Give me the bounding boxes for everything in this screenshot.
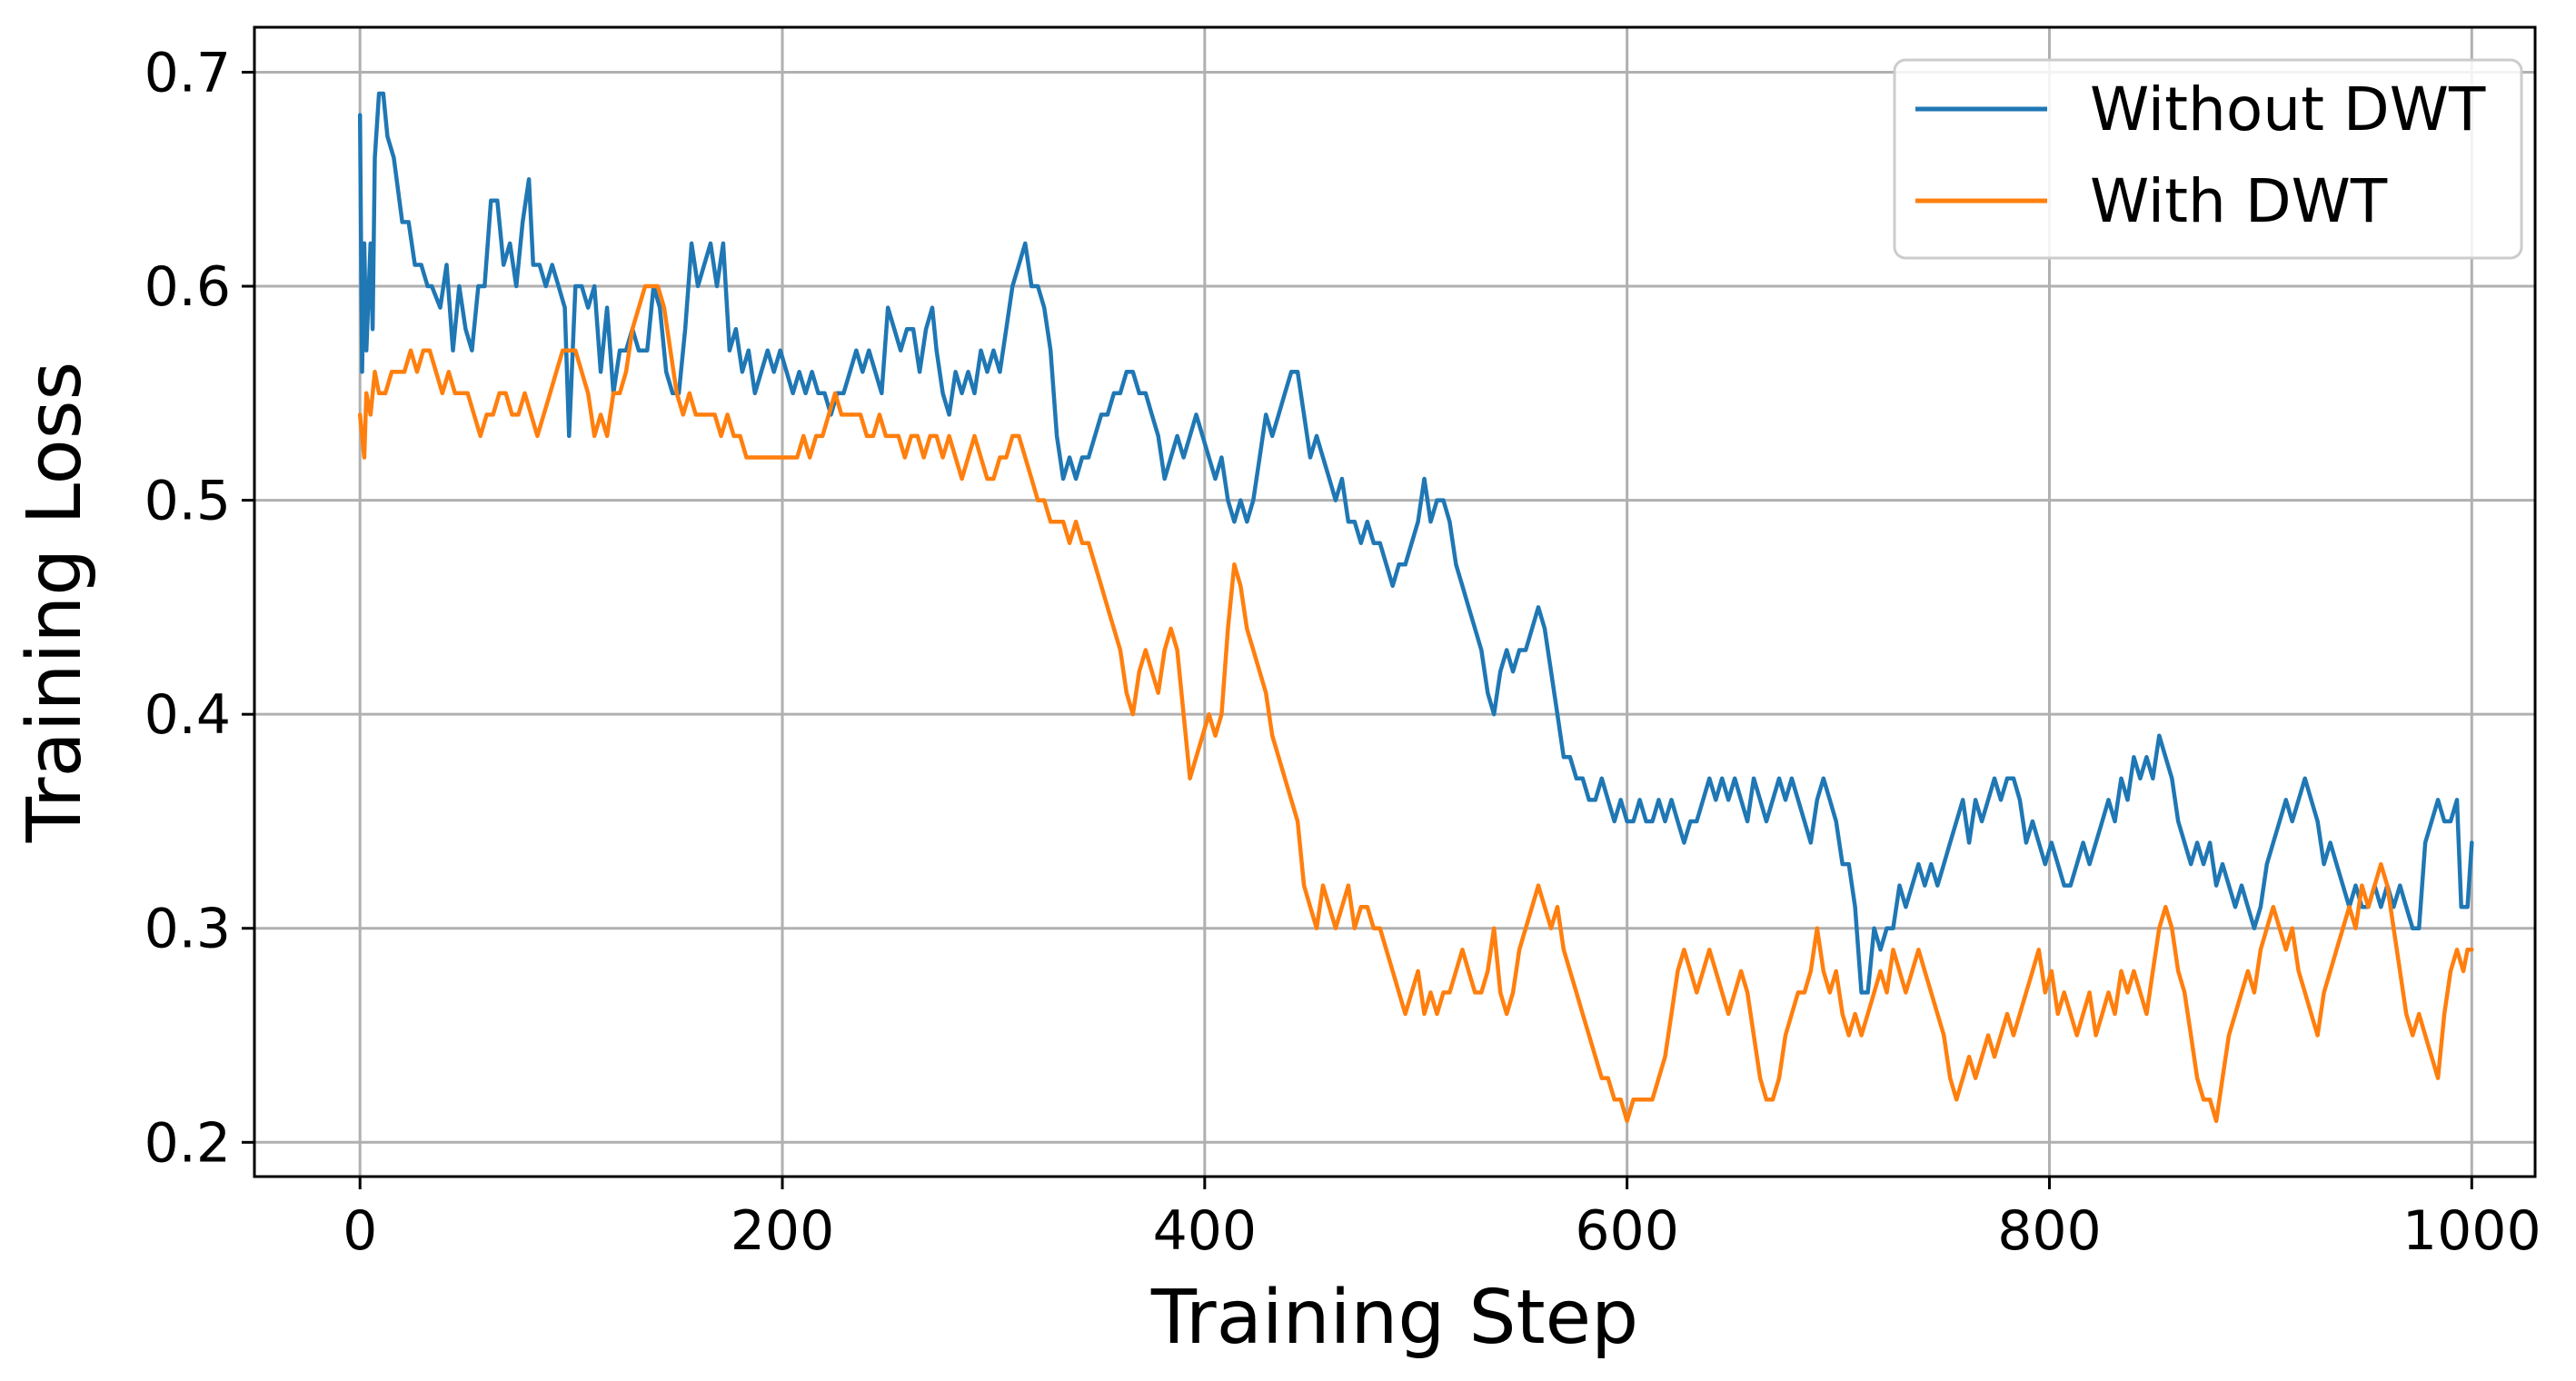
series-line-without-dwt xyxy=(357,91,2474,995)
x-tick-label: 200 xyxy=(731,1199,835,1263)
y-tick-label: 0.4 xyxy=(144,683,231,747)
y-axis-title: Training Loss xyxy=(12,362,98,843)
x-tick-label: 1000 xyxy=(2402,1199,2541,1263)
x-tick-label: 0 xyxy=(343,1199,377,1263)
legend-label-without-dwt: Without DWT xyxy=(2090,75,2486,144)
plot-series xyxy=(357,91,2474,1124)
y-tick-label: 0.6 xyxy=(144,255,231,319)
legend-box xyxy=(1893,58,2523,260)
x-tick-label: 400 xyxy=(1153,1199,1258,1263)
y-tick-label: 0.5 xyxy=(144,470,231,533)
legend-label-with-dwt: With DWT xyxy=(2090,166,2388,236)
y-tick-label: 0.7 xyxy=(144,41,231,104)
legend: Without DWT With DWT xyxy=(1893,58,2523,260)
x-tick-label: 600 xyxy=(1575,1199,1679,1263)
plot-frame xyxy=(253,25,2537,1178)
axis-ticks: 0 200 400 600 800 1000 0.2 0.3 0.4 0.5 0.6 0.7 xyxy=(144,41,2541,1263)
x-axis-title: Training Step xyxy=(1150,1275,1638,1361)
y-tick-label: 0.3 xyxy=(144,898,231,961)
x-tick-label: 800 xyxy=(1997,1199,2102,1263)
y-tick-label: 0.2 xyxy=(144,1111,231,1175)
series-line-with-dwt xyxy=(357,283,2474,1124)
